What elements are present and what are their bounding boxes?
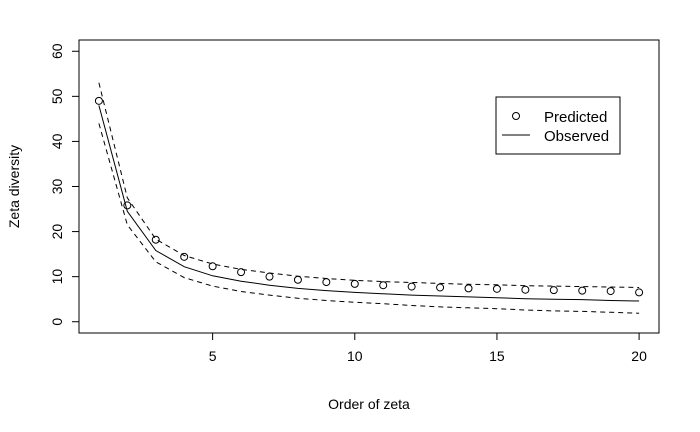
y-tick-label: 20	[49, 224, 65, 240]
observed-line	[98, 105, 640, 302]
predicted-point	[322, 278, 331, 287]
x-axis-title: Order of zeta	[328, 396, 410, 412]
y-axis: 0 10 20 30 40 50 60	[49, 43, 80, 326]
y-tick-label: 30	[49, 179, 65, 195]
plot-frame	[78, 39, 660, 334]
predicted-point	[407, 282, 416, 291]
predicted-point	[208, 262, 217, 271]
predicted-point	[521, 285, 530, 294]
x-tick-label: 5	[209, 348, 217, 364]
x-tick-label: 10	[347, 348, 363, 364]
y-axis-title: Zeta diversity	[6, 145, 22, 228]
x-tick-label: 20	[631, 348, 647, 364]
x-axis: 5 10 15 20	[209, 332, 647, 364]
points-layer	[94, 96, 644, 297]
predicted-point	[123, 201, 132, 210]
predicted-point	[379, 281, 388, 290]
predicted-point	[436, 283, 445, 292]
predicted-point	[94, 96, 103, 105]
predicted-point	[151, 235, 160, 244]
predicted-point	[635, 288, 644, 297]
lower-bound-dashed-line	[98, 123, 640, 314]
predicted-point	[265, 272, 274, 281]
upper-bound-dashed-line	[98, 82, 640, 288]
series-layer	[98, 82, 640, 314]
predicted-point	[549, 286, 558, 295]
predicted-point	[492, 284, 501, 293]
y-tick-label: 10	[49, 269, 65, 285]
legend-predicted-symbol	[512, 112, 520, 120]
legend-observed-label: Observed	[544, 128, 609, 145]
x-tick-label: 15	[489, 348, 505, 364]
predicted-point	[237, 268, 246, 277]
legend-box	[495, 96, 621, 155]
predicted-point	[578, 286, 587, 295]
predicted-point	[293, 275, 302, 284]
predicted-point	[606, 287, 615, 296]
y-tick-label: 0	[49, 318, 65, 326]
legend-predicted-label: Predicted	[544, 109, 607, 126]
legend: Predicted Observed	[495, 96, 621, 155]
predicted-point	[464, 284, 473, 293]
y-tick-label: 40	[49, 133, 65, 149]
predicted-point	[180, 252, 189, 261]
predicted-point	[350, 279, 359, 288]
y-tick-label: 50	[49, 88, 65, 104]
y-tick-label: 60	[49, 43, 65, 59]
